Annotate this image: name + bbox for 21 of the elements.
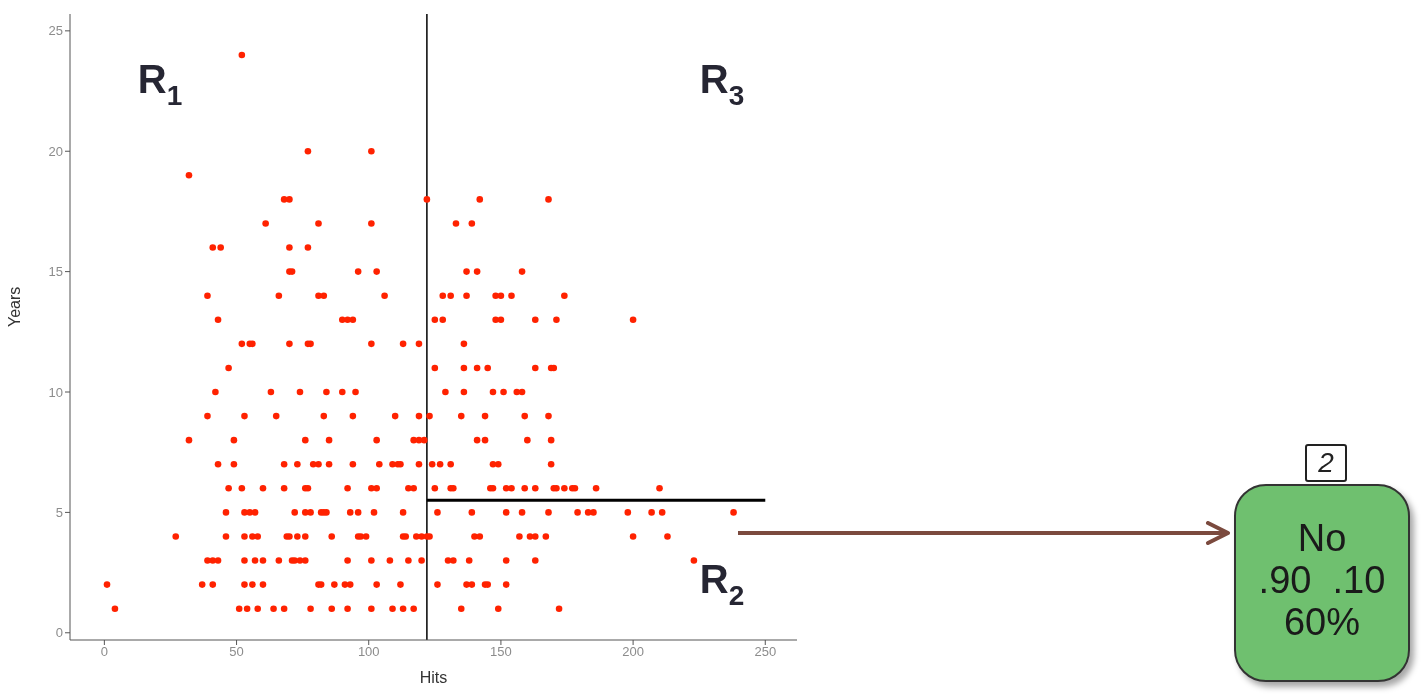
annotation: R$_{2}$	[699, 556, 745, 611]
x-tick-label: 150	[490, 644, 512, 660]
annotation: R$_{3}$	[699, 56, 745, 111]
x-tick-label: 50	[229, 644, 244, 660]
y-tick-label: 5	[55, 505, 63, 521]
x-tick-label: 200	[622, 644, 644, 660]
y-tick-label: 15	[48, 264, 63, 280]
text: .90 .10	[1258, 559, 1386, 601]
text: No	[1297, 517, 1347, 559]
x-axis-title: Hits	[419, 669, 448, 686]
y-axis-title: Years	[5, 286, 23, 327]
text: 60%	[1283, 601, 1361, 643]
y-tick-label: 25	[48, 23, 63, 39]
x-tick-label: 250	[754, 644, 777, 660]
y-tick-label: 20	[48, 143, 63, 159]
annotation: R$_{1}$	[137, 56, 183, 111]
y-tick-label: 10	[48, 384, 63, 400]
x-tick-label: 100	[357, 644, 380, 660]
y-tick-label: 0	[55, 625, 63, 641]
text: 2	[1305, 444, 1347, 482]
x-tick-label: 0	[100, 644, 108, 660]
